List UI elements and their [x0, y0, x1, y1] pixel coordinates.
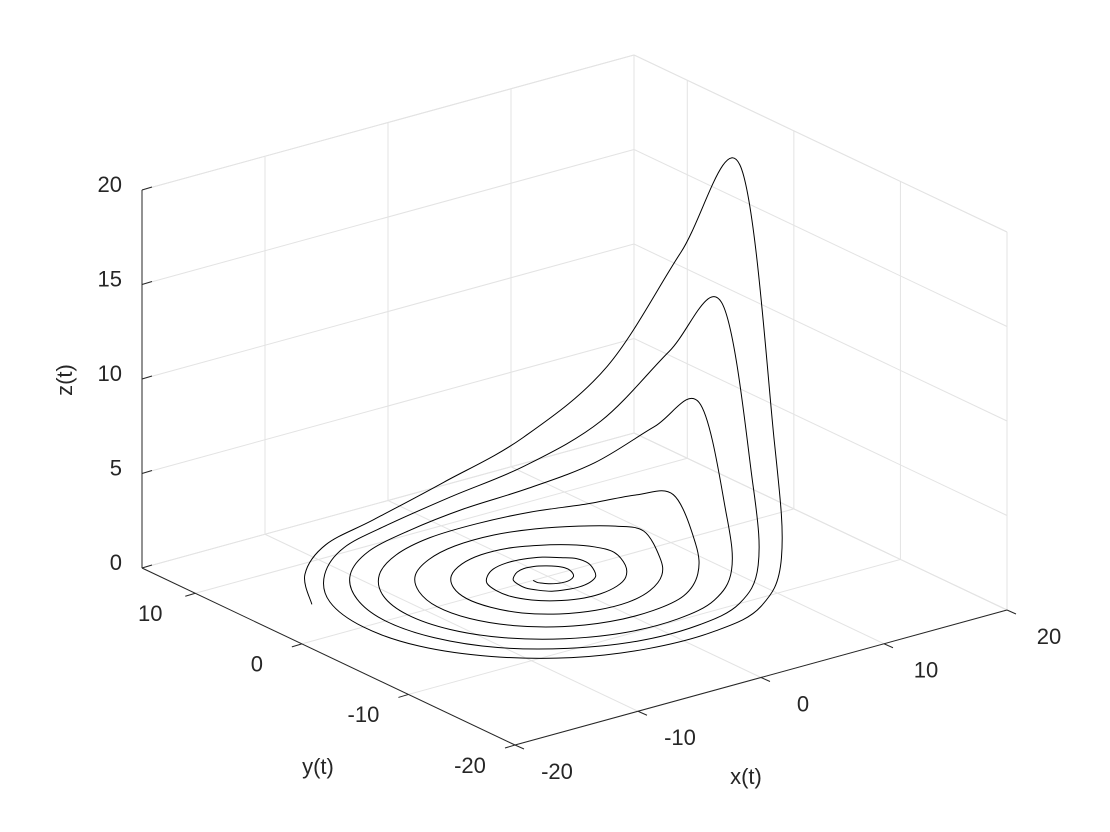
grid-line	[633, 54, 1008, 233]
x-tick	[637, 710, 648, 716]
x-tick-label: 20	[1037, 624, 1061, 649]
grid-line	[264, 533, 639, 712]
x-tick	[883, 643, 894, 649]
x-tick-label: 10	[914, 658, 938, 683]
x-tick-label: -20	[541, 759, 573, 784]
z-tick-label: 10	[98, 361, 122, 386]
y-tick-label: -10	[348, 702, 380, 727]
grid-line	[141, 149, 635, 285]
grid-line	[301, 508, 794, 645]
x-tick	[514, 744, 525, 750]
grid-line	[633, 243, 1008, 422]
trajectory	[304, 157, 783, 659]
x-tick-label: -10	[664, 725, 696, 750]
y-tick	[291, 643, 303, 648]
x-tick	[760, 677, 771, 682]
z-tick	[141, 281, 153, 285]
grid-line	[141, 432, 635, 569]
y-tick	[504, 744, 516, 749]
z-tick	[141, 564, 153, 569]
y-tick-label: 0	[251, 652, 263, 677]
grid-line	[408, 558, 901, 695]
z-tick	[141, 375, 153, 380]
z-tick-label: 20	[98, 172, 122, 197]
z-tick-label: 15	[98, 266, 122, 291]
grid-line	[141, 54, 635, 191]
grid-line	[633, 432, 1008, 611]
z-axis-label: z(t)	[52, 364, 77, 396]
z-tick-label: 5	[110, 455, 122, 480]
grid-line	[387, 500, 762, 678]
y-axis-line	[141, 567, 516, 746]
z-tick-label: 0	[110, 550, 122, 575]
y-axis-label: y(t)	[302, 754, 334, 779]
x-axis-label: x(t)	[730, 764, 762, 789]
grid-line	[510, 466, 885, 645]
grid-line	[141, 243, 635, 380]
grid-line	[195, 457, 688, 594]
y-tick	[185, 592, 196, 597]
z-tick	[141, 470, 153, 474]
z-tick	[141, 186, 153, 191]
grid-line	[633, 338, 1008, 516]
x-tick	[1006, 609, 1017, 615]
grid-line	[141, 338, 635, 474]
y-tick-label: 10	[138, 601, 162, 626]
y-tick	[398, 693, 409, 698]
grid-line	[633, 149, 1008, 327]
x-tick-label: 0	[797, 691, 809, 716]
y-tick-label: -20	[454, 753, 486, 778]
